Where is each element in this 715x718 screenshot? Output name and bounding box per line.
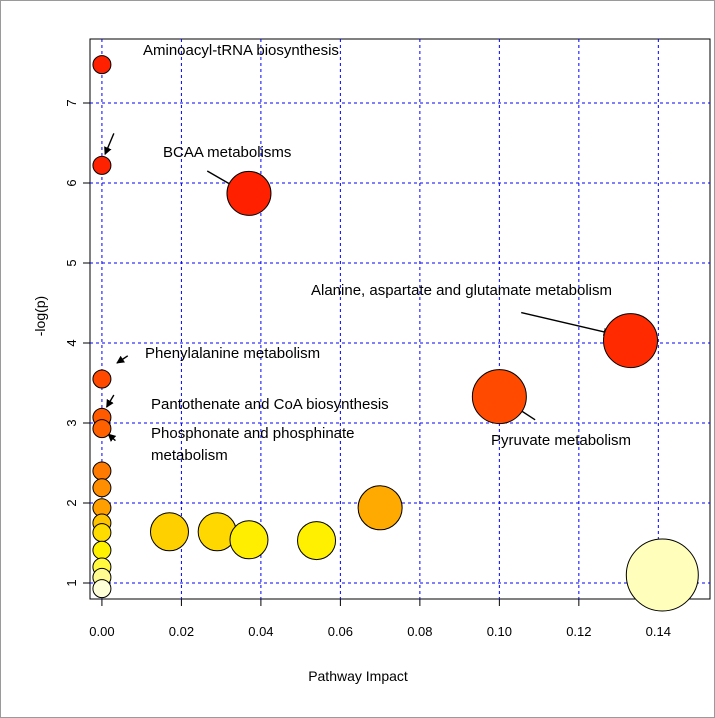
data-point[interactable] (92, 461, 112, 481)
data-point[interactable] (471, 369, 527, 425)
annotation-alanine: Alanine, aspartate and glutamate metabol… (311, 282, 612, 299)
y-tick-label: 7 (64, 99, 79, 106)
data-point[interactable] (92, 155, 112, 175)
data-point[interactable] (92, 579, 112, 599)
data-point[interactable] (92, 523, 112, 543)
x-tick-label: 0.06 (328, 624, 353, 639)
data-point[interactable] (92, 55, 112, 75)
annotation-arrow (521, 311, 612, 336)
y-tick-label: 4 (64, 339, 79, 346)
y-tick-label: 3 (64, 419, 79, 426)
annotation-aminoacyl-trna: Aminoacyl-tRNA biosynthesis (143, 42, 339, 59)
y-tick-label: 5 (64, 259, 79, 266)
data-point[interactable] (625, 538, 699, 612)
data-point[interactable] (357, 485, 403, 531)
data-point[interactable] (92, 369, 112, 389)
y-tick-label: 1 (64, 579, 79, 586)
x-tick-label: 0.02 (169, 624, 194, 639)
x-tick-label: 0.14 (646, 624, 671, 639)
x-tick-label: 0.08 (407, 624, 432, 639)
data-point[interactable] (226, 170, 272, 216)
annotation-phosphonate-line-1: Phosphonate and phosphinate (151, 425, 355, 442)
y-tick-label: 6 (64, 179, 79, 186)
x-tick-label: 0.10 (487, 624, 512, 639)
plot-area-border (89, 38, 711, 600)
annotation-bcaa: BCAA metabolisms (163, 144, 291, 161)
annotation-phenylalanine: Phenylalanine metabolism (145, 345, 320, 362)
data-point[interactable] (297, 521, 337, 561)
data-point[interactable] (92, 540, 112, 560)
annotation-arrow (104, 133, 115, 156)
annotation-arrow (107, 433, 117, 442)
annotation-pyruvate: Pyruvate metabolism (491, 432, 631, 449)
data-point[interactable] (149, 512, 189, 552)
x-axis-label: Pathway Impact (308, 668, 408, 684)
data-point[interactable] (92, 419, 112, 439)
data-point[interactable] (603, 313, 659, 369)
x-tick-label: 0.04 (248, 624, 273, 639)
annotation-pantothenate: Pantothenate and CoA biosynthesis (151, 396, 389, 413)
data-point[interactable] (92, 478, 112, 498)
data-point[interactable] (229, 520, 269, 560)
x-tick-label: 0.00 (89, 624, 114, 639)
annotation-arrow (116, 355, 129, 364)
annotation-phosphonate-line-2: metabolism (151, 447, 228, 464)
y-tick-label: 2 (64, 499, 79, 506)
x-tick-label: 0.12 (566, 624, 591, 639)
annotation-arrow (106, 394, 115, 408)
y-axis-label: -log(p) (32, 296, 48, 336)
